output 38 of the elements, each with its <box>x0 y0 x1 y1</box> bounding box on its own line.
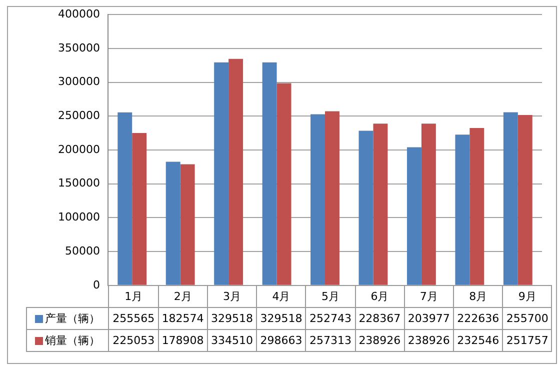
x-tick-label: 7月 <box>404 286 454 308</box>
data-label: 255700 <box>502 308 552 330</box>
y-tick-label: 200000 <box>58 142 100 156</box>
x-tick-label: 4月 <box>256 286 306 308</box>
x-tick-label: 3月 <box>207 286 257 308</box>
y-tick-label: 400000 <box>58 7 100 20</box>
y-tick-label: 100000 <box>58 210 100 224</box>
data-label: 228367 <box>355 308 404 330</box>
y-tick-label: 50000 <box>64 244 100 258</box>
data-label: 257313 <box>306 330 356 352</box>
y-tick-label: 150000 <box>58 176 100 190</box>
data-label: 298663 <box>256 330 306 352</box>
legend-label: 销量（辆） <box>45 334 100 348</box>
x-tick-label: 1月 <box>108 286 158 308</box>
y-tick-label: 300000 <box>58 75 100 88</box>
data-label: 334510 <box>207 330 257 352</box>
data-label: 225053 <box>108 330 158 352</box>
data-label: 203977 <box>404 308 454 330</box>
data-label: 251757 <box>502 330 552 352</box>
data-label: 329518 <box>256 308 306 330</box>
x-tick-label: 5月 <box>306 286 356 308</box>
x-tick-label: 9月 <box>502 286 552 308</box>
legend-label: 产量（辆） <box>45 312 100 326</box>
data-label: 255565 <box>108 308 158 330</box>
data-label: 238926 <box>404 330 454 352</box>
data-label: 329518 <box>207 308 257 330</box>
data-label: 178908 <box>158 330 208 352</box>
data-label: 252743 <box>306 308 356 330</box>
y-tick-label: 0 <box>92 278 100 292</box>
x-tick-label: 2月 <box>158 286 208 308</box>
data-label: 232546 <box>454 330 503 352</box>
x-tick-label: 8月 <box>454 286 503 308</box>
data-label: 182574 <box>158 308 208 330</box>
y-tick-label: 350000 <box>58 41 100 54</box>
x-tick-label: 6月 <box>355 286 404 308</box>
y-tick-label: 250000 <box>58 109 100 122</box>
data-label: 238926 <box>355 330 404 352</box>
data-label: 222636 <box>454 308 503 330</box>
